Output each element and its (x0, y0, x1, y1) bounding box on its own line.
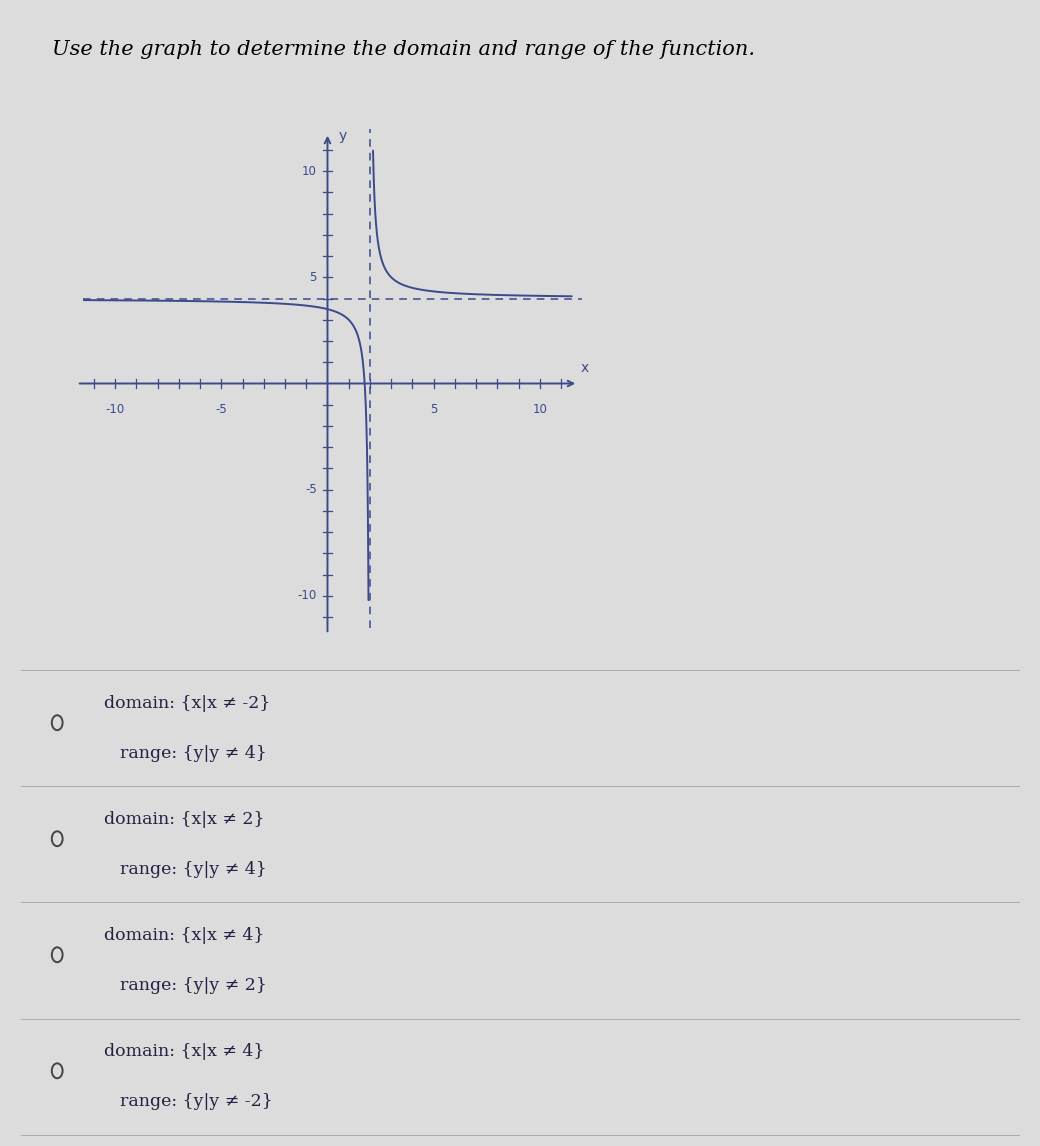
Text: domain: {x|x ≠ -2}: domain: {x|x ≠ -2} (104, 694, 270, 712)
Text: y: y (338, 128, 346, 142)
Text: Use the graph to determine the domain and range of the function.: Use the graph to determine the domain an… (52, 40, 755, 60)
Text: -10: -10 (105, 402, 125, 416)
Text: range: {y|y ≠ 2}: range: {y|y ≠ 2} (120, 978, 266, 995)
Text: 5: 5 (430, 402, 438, 416)
Text: range: {y|y ≠ 4}: range: {y|y ≠ 4} (120, 745, 266, 762)
Text: domain: {x|x ≠ 4}: domain: {x|x ≠ 4} (104, 927, 264, 944)
Text: -5: -5 (305, 484, 317, 496)
Text: x: x (580, 361, 589, 375)
Text: 10: 10 (532, 402, 547, 416)
Text: domain: {x|x ≠ 4}: domain: {x|x ≠ 4} (104, 1043, 264, 1060)
Text: 10: 10 (302, 165, 317, 178)
Text: -5: -5 (215, 402, 227, 416)
Text: 5: 5 (310, 270, 317, 284)
Text: range: {y|y ≠ -2}: range: {y|y ≠ -2} (120, 1093, 272, 1110)
Text: range: {y|y ≠ 4}: range: {y|y ≠ 4} (120, 861, 266, 878)
Text: domain: {x|x ≠ 2}: domain: {x|x ≠ 2} (104, 810, 264, 827)
Text: -10: -10 (297, 589, 317, 603)
